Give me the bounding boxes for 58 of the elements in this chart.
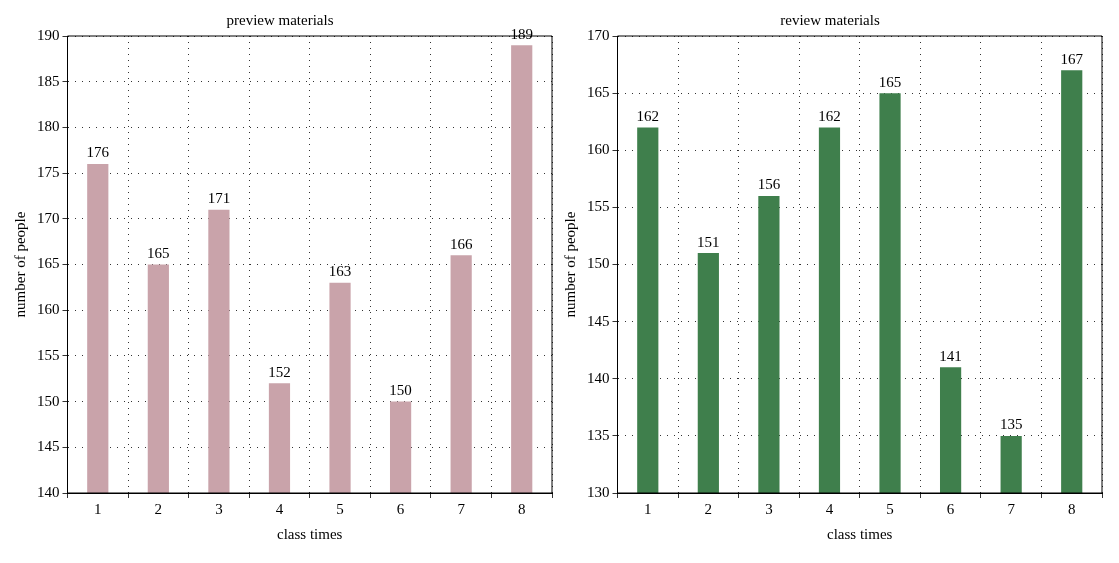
data-label: 165 bbox=[878, 73, 902, 90]
chart-title: preview materials bbox=[226, 11, 334, 28]
data-label: 171 bbox=[207, 190, 231, 207]
y-axis-title: number of people bbox=[11, 211, 28, 318]
x-tick-label: 3 bbox=[765, 500, 773, 517]
x-tick-label: 8 bbox=[517, 500, 526, 517]
x-tick-label: 3 bbox=[215, 500, 223, 517]
x-tick-label: 5 bbox=[886, 500, 894, 517]
data-label: 141 bbox=[939, 347, 962, 364]
y-tick-label: 130 bbox=[587, 483, 610, 500]
data-label: 162 bbox=[818, 107, 841, 124]
x-tick-label: 1 bbox=[644, 500, 652, 517]
data-label: 165 bbox=[147, 244, 170, 261]
data-label: 176 bbox=[86, 144, 110, 161]
data-label: 156 bbox=[757, 176, 781, 193]
y-tick-label: 135 bbox=[587, 426, 610, 443]
y-tick-label: 160 bbox=[37, 301, 60, 318]
y-tick-label: 165 bbox=[587, 84, 610, 101]
y-tick-label: 175 bbox=[37, 164, 60, 181]
data-label: 135 bbox=[999, 416, 1023, 433]
x-tick-label: 8 bbox=[1067, 500, 1076, 517]
y-tick-label: 170 bbox=[587, 26, 610, 43]
y-tick-label: 160 bbox=[587, 141, 610, 158]
y-tick-label: 185 bbox=[37, 72, 60, 89]
y-tick-label: 140 bbox=[37, 483, 60, 500]
y-tick-label: 170 bbox=[37, 209, 60, 226]
data-label: 152 bbox=[268, 363, 291, 380]
x-tick-label: 7 bbox=[1007, 500, 1016, 517]
y-axis-title: number of people bbox=[561, 211, 578, 318]
data-label: 166 bbox=[449, 235, 473, 252]
data-label: 189 bbox=[510, 25, 533, 42]
data-label: 162 bbox=[636, 107, 660, 124]
x-tick-label: 6 bbox=[396, 500, 405, 517]
x-tick-label: 7 bbox=[457, 500, 466, 517]
x-tick-label: 5 bbox=[336, 500, 344, 517]
y-tick-label: 155 bbox=[37, 346, 60, 363]
data-label: 163 bbox=[328, 263, 352, 280]
y-tick-label: 150 bbox=[587, 255, 610, 272]
x-tick-label: 6 bbox=[946, 500, 955, 517]
chart-title: review materials bbox=[780, 11, 880, 28]
y-tick-label: 180 bbox=[37, 118, 60, 135]
y-tick-label: 165 bbox=[37, 255, 60, 272]
x-tick-label: 1 bbox=[94, 500, 102, 517]
y-tick-label: 140 bbox=[587, 369, 610, 386]
x-tick-label: 2 bbox=[704, 500, 713, 517]
y-tick-label: 155 bbox=[587, 198, 610, 215]
y-tick-label: 190 bbox=[37, 26, 60, 43]
y-tick-label: 145 bbox=[587, 312, 610, 329]
y-tick-label: 150 bbox=[37, 392, 60, 409]
x-tick-label: 4 bbox=[275, 500, 284, 517]
data-label: 150 bbox=[389, 382, 412, 399]
x-axis-title: class times bbox=[277, 525, 343, 542]
y-tick-label: 145 bbox=[37, 438, 60, 455]
data-label: 167 bbox=[1060, 50, 1084, 67]
x-axis-title: class times bbox=[827, 525, 893, 542]
x-tick-label: 2 bbox=[154, 500, 163, 517]
data-label: 151 bbox=[697, 233, 720, 250]
x-tick-label: 4 bbox=[825, 500, 834, 517]
